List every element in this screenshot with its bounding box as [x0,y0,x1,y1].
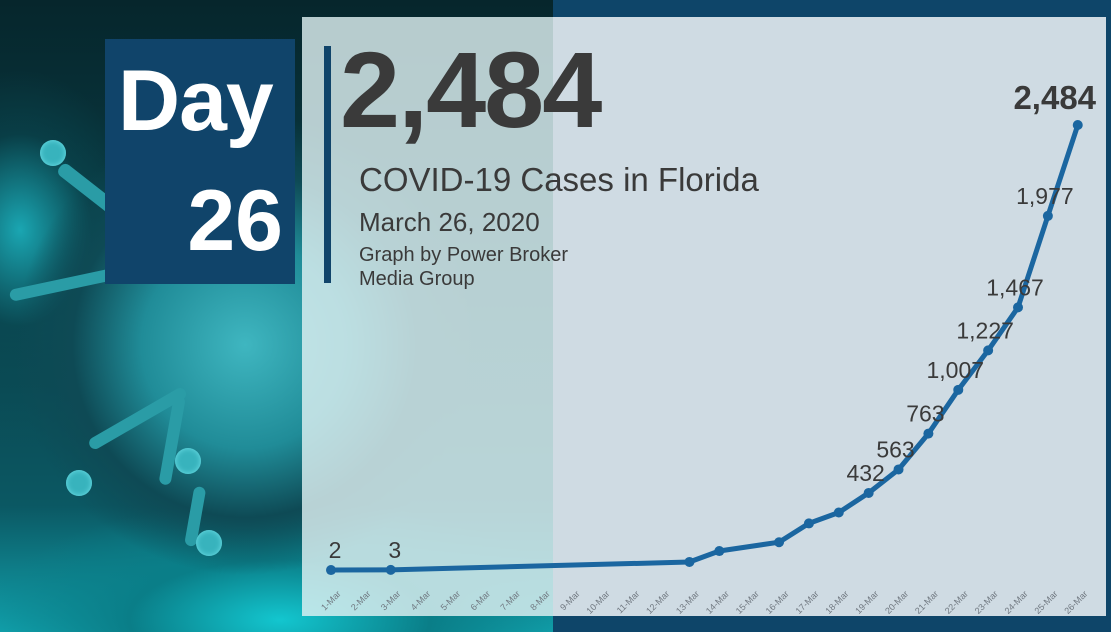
x-tick-label: 20-Mar [883,589,910,616]
data-point [774,537,785,548]
x-tick-label: 1-Mar [319,589,343,613]
data-point [385,564,396,575]
x-tick-label: 11-Mar [615,589,642,616]
chart-credit: Graph by Power Broker Media Group [359,244,568,290]
x-tick-label: 22-Mar [943,589,970,616]
virus-spike-knob [66,470,92,496]
x-tick-label: 7-Mar [498,589,522,613]
data-point [1013,302,1024,313]
data-label: 2,484 [1013,79,1096,116]
data-point [684,556,695,567]
x-tick-label: 6-Mar [468,589,492,613]
data-point [953,384,964,395]
data-point [923,428,934,439]
x-tick-label: 4-Mar [409,589,433,613]
virus-spike-knob [40,140,66,166]
x-tick-label: 10-Mar [584,589,611,616]
x-tick-label: 15-Mar [734,589,761,616]
data-label: 763 [906,401,944,427]
data-label: 1,007 [926,357,984,383]
chart-title: COVID-19 Cases in Florida [359,161,759,198]
x-tick-label: 23-Mar [973,589,1000,616]
data-points [326,120,1083,576]
chart-date: March 26, 2020 [359,207,540,237]
virus-spike-knob [175,448,201,474]
day-badge-number: 26 [187,173,283,269]
total-cases: 2,484 [340,29,602,150]
data-point [863,487,874,498]
x-tick-label: 8-Mar [528,589,552,613]
data-label: 3 [388,537,401,563]
data-point [1072,120,1083,131]
data-label: 1,977 [1016,183,1074,209]
x-tick-label: 21-Mar [913,589,940,616]
data-point [893,464,904,475]
x-tick-label: 13-Mar [674,589,701,616]
x-tick-label: 18-Mar [823,589,850,616]
x-tick-label: 24-Mar [1003,589,1030,616]
data-label: 432 [846,460,884,486]
x-tick-label: 2-Mar [349,589,373,613]
cases-line [328,122,1081,573]
data-point [833,507,844,518]
x-tick-label: 26-Mar [1062,589,1089,616]
x-tick-label: 25-Mar [1032,589,1059,616]
x-tick-label: 9-Mar [558,589,582,613]
day-badge-word: Day [118,53,274,149]
data-label: 563 [876,436,914,462]
data-label: 1,467 [986,274,1044,300]
day-badge [105,39,295,284]
data-point [714,546,725,557]
x-tick-label: 19-Mar [853,589,880,616]
x-axis-ticks: 1-Mar 2-Mar 3-Mar 4-Mar 5-Mar 6-Mar 7-Mar 8-Mar… [319,589,1089,616]
virus-spike-knob [196,530,222,556]
x-tick-label: 5-Mar [439,589,463,613]
data-label: 1,227 [956,317,1014,343]
data-point [983,345,994,356]
x-tick-label: 14-Mar [704,589,731,616]
x-tick-label: 17-Mar [793,589,820,616]
data-point [1042,210,1053,221]
x-tick-label: 12-Mar [644,589,671,616]
data-label: 2 [329,537,342,563]
accent-bar [324,46,331,283]
data-point [326,565,336,576]
data-point [803,518,814,529]
x-tick-label: 3-Mar [379,589,403,613]
x-tick-label: 16-Mar [764,589,791,616]
chart-panel-translucent [302,17,553,616]
